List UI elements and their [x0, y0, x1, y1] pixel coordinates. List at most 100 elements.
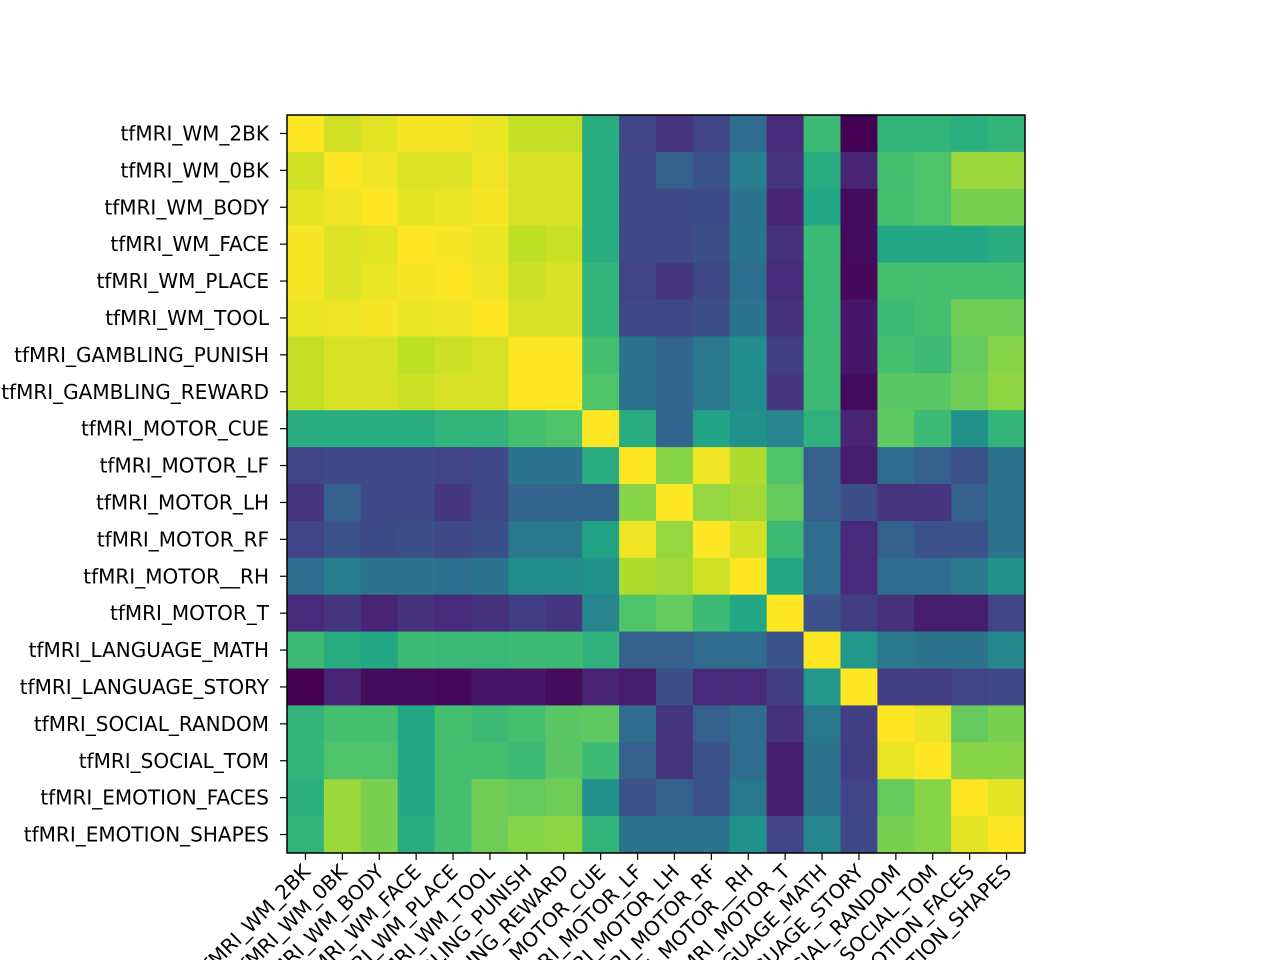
heatmap-cell	[877, 299, 915, 337]
heatmap-cell	[840, 336, 878, 374]
heatmap-cell	[508, 225, 546, 264]
heatmap-cell	[766, 262, 805, 300]
heatmap-cell	[323, 779, 362, 817]
heatmap-cell	[434, 151, 472, 190]
heatmap-cell	[471, 151, 509, 190]
heatmap-cell	[582, 299, 620, 337]
heatmap-cell	[397, 373, 436, 411]
heatmap-cell	[397, 668, 436, 706]
heatmap-cell	[287, 557, 325, 596]
heatmap-cell	[840, 151, 878, 190]
heatmap-cell	[656, 115, 694, 153]
heatmap-cell	[471, 262, 509, 300]
heatmap-cell	[508, 594, 546, 633]
heatmap-cell	[914, 447, 952, 485]
heatmap-cell	[397, 299, 436, 337]
heatmap-cell	[471, 188, 509, 227]
y-tick-label: tfMRI_LANGUAGE_STORY	[20, 675, 270, 699]
heatmap-cell	[323, 262, 362, 300]
heatmap-cell	[656, 557, 694, 596]
heatmap-cell	[766, 225, 805, 264]
heatmap-cell	[545, 779, 583, 817]
heatmap-cell	[360, 262, 399, 300]
heatmap-cell	[840, 225, 878, 264]
heatmap-cell	[508, 410, 546, 448]
heatmap-cell	[803, 594, 841, 633]
heatmap-cell	[914, 705, 952, 743]
heatmap-cell	[619, 336, 657, 374]
heatmap-cell	[323, 336, 362, 374]
heatmap-cell	[803, 742, 841, 780]
heatmap-cell	[840, 668, 878, 706]
heatmap-cell	[619, 188, 657, 227]
heatmap-cell	[951, 705, 989, 743]
heatmap-cell	[692, 557, 731, 596]
heatmap-cell	[988, 225, 1026, 264]
heatmap-cell	[619, 447, 657, 485]
heatmap-cell	[287, 742, 325, 780]
heatmap-cell	[656, 225, 694, 264]
heatmap-cell	[951, 262, 989, 300]
heatmap-cell	[545, 336, 583, 374]
heatmap-cell	[766, 742, 805, 780]
heatmap-cell	[397, 742, 436, 780]
heatmap-cell	[471, 336, 509, 374]
heatmap-cell	[840, 188, 878, 227]
heatmap-cell	[323, 299, 362, 337]
heatmap-cell	[766, 520, 805, 559]
heatmap-cell	[619, 410, 657, 448]
heatmap-cell	[508, 520, 546, 559]
y-tick-label: tfMRI_EMOTION_SHAPES	[24, 823, 269, 847]
heatmap-cell	[766, 705, 805, 743]
heatmap-cell	[434, 484, 472, 522]
heatmap-cell	[471, 779, 509, 817]
heatmap-cell	[692, 115, 731, 153]
heatmap-cell	[803, 151, 841, 190]
heatmap-cell	[434, 631, 472, 669]
heatmap-cell	[692, 336, 731, 374]
heatmap-cell	[582, 262, 620, 300]
heatmap-cell	[619, 631, 657, 669]
heatmap-cell	[619, 262, 657, 300]
heatmap-cell	[988, 299, 1026, 337]
heatmap-cell	[692, 262, 731, 300]
heatmap-cell	[323, 705, 362, 743]
heatmap-cell	[656, 410, 694, 448]
heatmap-cell	[729, 410, 768, 448]
heatmap-cell	[656, 299, 694, 337]
heatmap-cell	[729, 447, 768, 485]
heatmap-cell	[545, 816, 583, 854]
y-tick-label: tfMRI_MOTOR_T	[110, 601, 270, 625]
heatmap-cell	[988, 373, 1026, 411]
heatmap-cell	[692, 631, 731, 669]
heatmap-cell	[508, 779, 546, 817]
heatmap-cell	[877, 115, 915, 153]
heatmap-cell	[287, 447, 325, 485]
heatmap-cell	[508, 262, 546, 300]
heatmap-cell	[914, 484, 952, 522]
heatmap-cell	[914, 631, 952, 669]
heatmap-cell	[729, 373, 768, 411]
heatmap-cell	[582, 373, 620, 411]
heatmap-cell	[471, 115, 509, 153]
heatmap-cell	[287, 373, 325, 411]
heatmap-cell	[619, 816, 657, 854]
heatmap-cell	[434, 557, 472, 596]
heatmap-cell	[508, 447, 546, 485]
heatmap-cell	[988, 410, 1026, 448]
heatmap-cell	[803, 779, 841, 817]
heatmap-cell	[803, 631, 841, 669]
heatmap-cell	[434, 594, 472, 633]
heatmap-cell	[840, 742, 878, 780]
heatmap-cell	[766, 373, 805, 411]
heatmap-cell	[508, 151, 546, 190]
heatmap-cell	[287, 779, 325, 817]
heatmap-cell	[360, 373, 399, 411]
heatmap-cell	[323, 373, 362, 411]
heatmap-cell	[729, 520, 768, 559]
heatmap-cell	[840, 410, 878, 448]
heatmap-cell	[397, 816, 436, 854]
heatmap-cell	[323, 410, 362, 448]
heatmap-cell	[545, 447, 583, 485]
